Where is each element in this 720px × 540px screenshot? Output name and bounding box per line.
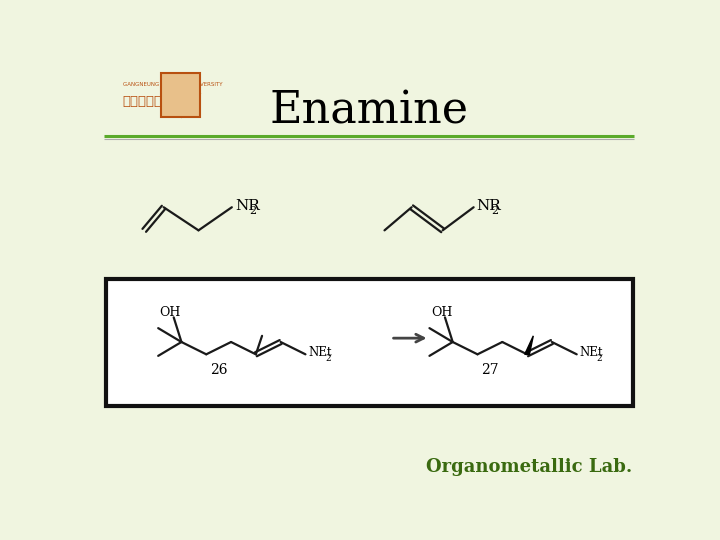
Text: Enamine: Enamine [269, 90, 469, 133]
Text: OH: OH [160, 306, 181, 319]
Text: NR: NR [235, 199, 260, 213]
Polygon shape [525, 336, 534, 354]
Text: 2: 2 [492, 206, 498, 216]
Text: 2: 2 [597, 354, 603, 363]
Text: 2: 2 [250, 206, 257, 216]
Text: NEt: NEt [580, 346, 603, 359]
Text: 2: 2 [325, 354, 331, 363]
Bar [106, 279, 632, 406]
Text: NEt: NEt [309, 346, 332, 359]
Text: NR: NR [477, 199, 501, 213]
Text: Organometallic Lab.: Organometallic Lab. [426, 458, 632, 476]
Text: 26: 26 [210, 363, 228, 377]
Text: GANGNEUNG NATIONAL UNIVERSITY: GANGNEUNG NATIONAL UNIVERSITY [122, 82, 222, 86]
Text: 강릉대학교: 강릉대학교 [122, 95, 163, 108]
Bar [161, 72, 200, 117]
Text: OH: OH [431, 306, 452, 319]
Text: 27: 27 [481, 363, 499, 377]
